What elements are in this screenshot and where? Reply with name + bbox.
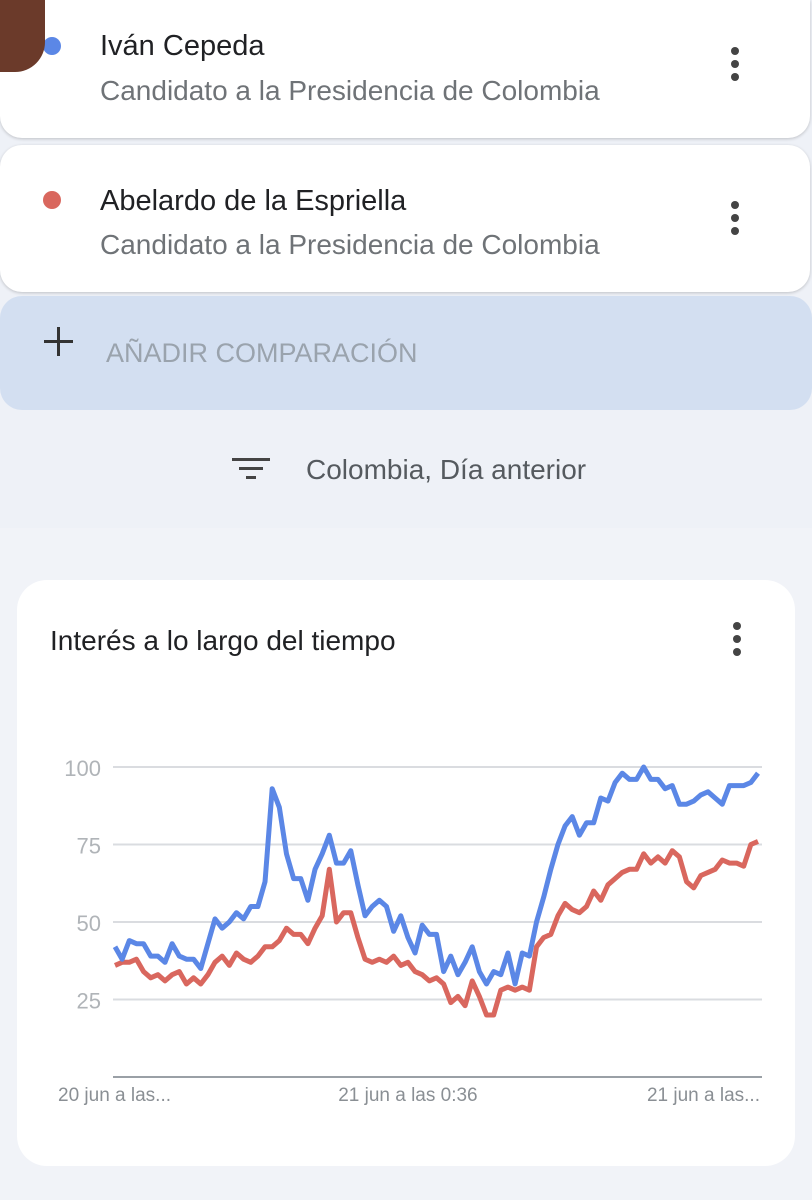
- avatar-edge: [0, 0, 45, 72]
- comparison-card[interactable]: Iván Cepeda Candidato a la Presidencia d…: [0, 0, 810, 138]
- menu[interactable]: [731, 201, 739, 240]
- add-comparison[interactable]: AÑADIR COMPARACIÓN: [0, 296, 812, 410]
- series-line: [112, 764, 760, 987]
- add-label: AÑADIR COMPARACIÓN: [106, 338, 418, 368]
- y-tick-label: 25: [77, 989, 101, 1014]
- x-tick-label: 21 jun a las 0:36: [338, 1085, 477, 1106]
- filter-bar[interactable]: Colombia, Día anterior: [0, 420, 812, 528]
- series-line: [114, 839, 759, 1018]
- chart-title: Interés a lo largo del tiempo: [50, 625, 396, 656]
- plus: [57, 327, 60, 356]
- term-subtitle: Candidato a la Presidencia de Colombia: [100, 229, 600, 260]
- term-name: Abelardo de la Espriella: [100, 185, 407, 217]
- y-tick-label: 75: [77, 834, 101, 859]
- series-dot: [43, 191, 61, 209]
- menu[interactable]: [731, 47, 739, 86]
- x-tick-label: 20 jun a las...: [58, 1085, 171, 1106]
- chart-card: [17, 580, 795, 1166]
- term-subtitle: Candidato a la Presidencia de Colombia: [100, 75, 600, 106]
- y-tick-label: 50: [77, 911, 101, 936]
- x-tick-label: 21 jun a las...: [647, 1085, 760, 1106]
- y-tick-label: 100: [64, 756, 101, 781]
- term-name: Iván Cepeda: [100, 30, 265, 62]
- comparison-card[interactable]: Abelardo de la Espriella Candidato a la …: [0, 145, 810, 292]
- series-dot: [43, 37, 61, 55]
- filter-label: Colombia, Día anterior: [306, 454, 587, 485]
- menu[interactable]: [733, 622, 741, 661]
